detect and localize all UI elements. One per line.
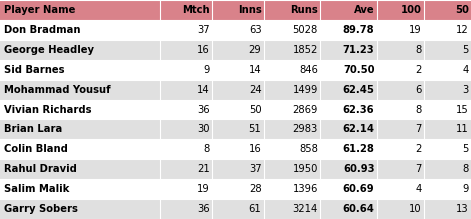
- Bar: [0, 80, 471, 100]
- Bar: [0, 199, 471, 219]
- Text: Brian Lara: Brian Lara: [4, 124, 62, 134]
- Text: 70.50: 70.50: [343, 65, 374, 75]
- Text: 30: 30: [197, 124, 210, 134]
- Text: 8: 8: [415, 45, 422, 55]
- Text: Player Name: Player Name: [4, 5, 75, 15]
- Text: 36: 36: [197, 104, 210, 115]
- Text: 14: 14: [249, 65, 261, 75]
- Text: 21: 21: [197, 164, 210, 174]
- Text: 50: 50: [249, 104, 261, 115]
- Text: 71.23: 71.23: [343, 45, 374, 55]
- Text: 61.28: 61.28: [342, 144, 374, 154]
- Text: 14: 14: [197, 85, 210, 95]
- Text: 16: 16: [249, 144, 261, 154]
- Text: 89.78: 89.78: [343, 25, 374, 35]
- Text: 7: 7: [415, 124, 422, 134]
- Text: 2: 2: [415, 65, 422, 75]
- Text: 9: 9: [462, 184, 469, 194]
- Text: 62.36: 62.36: [343, 104, 374, 115]
- Text: 8: 8: [463, 164, 469, 174]
- Text: 4: 4: [415, 184, 422, 194]
- Text: 29: 29: [249, 45, 261, 55]
- Text: 51: 51: [249, 124, 261, 134]
- Text: Inns: Inns: [238, 5, 261, 15]
- Text: 61: 61: [249, 204, 261, 214]
- Text: 50: 50: [455, 5, 469, 15]
- Bar: [0, 60, 471, 80]
- Text: 15: 15: [456, 104, 469, 115]
- Bar: [0, 119, 471, 139]
- Text: Runs: Runs: [290, 5, 318, 15]
- Text: George Headley: George Headley: [4, 45, 94, 55]
- Text: 1950: 1950: [292, 164, 318, 174]
- Text: 8: 8: [203, 144, 210, 154]
- Text: Colin Bland: Colin Bland: [4, 144, 68, 154]
- Bar: [0, 0, 471, 20]
- Text: 62.14: 62.14: [342, 124, 374, 134]
- Text: 13: 13: [456, 204, 469, 214]
- Text: 5028: 5028: [292, 25, 318, 35]
- Text: 10: 10: [409, 204, 422, 214]
- Text: 24: 24: [249, 85, 261, 95]
- Text: Sid Barnes: Sid Barnes: [4, 65, 64, 75]
- Text: 28: 28: [249, 184, 261, 194]
- Text: 2869: 2869: [292, 104, 318, 115]
- Text: 100: 100: [401, 5, 422, 15]
- Bar: [0, 159, 471, 179]
- Text: Rahul Dravid: Rahul Dravid: [4, 164, 77, 174]
- Text: 4: 4: [463, 65, 469, 75]
- Text: 2983: 2983: [292, 124, 318, 134]
- Text: 37: 37: [249, 164, 261, 174]
- Text: Mtch: Mtch: [182, 5, 210, 15]
- Text: 846: 846: [299, 65, 318, 75]
- Text: 60.69: 60.69: [343, 184, 374, 194]
- Text: 3: 3: [463, 85, 469, 95]
- Text: 11: 11: [456, 124, 469, 134]
- Text: 5: 5: [462, 45, 469, 55]
- Text: 19: 19: [409, 25, 422, 35]
- Text: Mohammad Yousuf: Mohammad Yousuf: [4, 85, 110, 95]
- Text: 36: 36: [197, 204, 210, 214]
- Text: 60.93: 60.93: [343, 164, 374, 174]
- Text: 19: 19: [197, 184, 210, 194]
- Bar: [0, 139, 471, 159]
- Bar: [0, 100, 471, 119]
- Bar: [0, 179, 471, 199]
- Text: 62.45: 62.45: [342, 85, 374, 95]
- Text: 3214: 3214: [292, 204, 318, 214]
- Text: Vivian Richards: Vivian Richards: [4, 104, 91, 115]
- Bar: [0, 20, 471, 40]
- Text: 12: 12: [456, 25, 469, 35]
- Text: 5: 5: [462, 144, 469, 154]
- Text: 16: 16: [197, 45, 210, 55]
- Text: 6: 6: [415, 85, 422, 95]
- Text: 63: 63: [249, 25, 261, 35]
- Text: 8: 8: [415, 104, 422, 115]
- Text: 1396: 1396: [292, 184, 318, 194]
- Text: 858: 858: [299, 144, 318, 154]
- Text: 1499: 1499: [292, 85, 318, 95]
- Text: 37: 37: [197, 25, 210, 35]
- Text: 9: 9: [203, 65, 210, 75]
- Text: 1852: 1852: [292, 45, 318, 55]
- Text: Ave: Ave: [354, 5, 374, 15]
- Text: Don Bradman: Don Bradman: [4, 25, 80, 35]
- Text: 60.64: 60.64: [342, 204, 374, 214]
- Text: 2: 2: [415, 144, 422, 154]
- Text: 7: 7: [415, 164, 422, 174]
- Text: Garry Sobers: Garry Sobers: [4, 204, 78, 214]
- Text: Salim Malik: Salim Malik: [4, 184, 69, 194]
- Bar: [0, 40, 471, 60]
